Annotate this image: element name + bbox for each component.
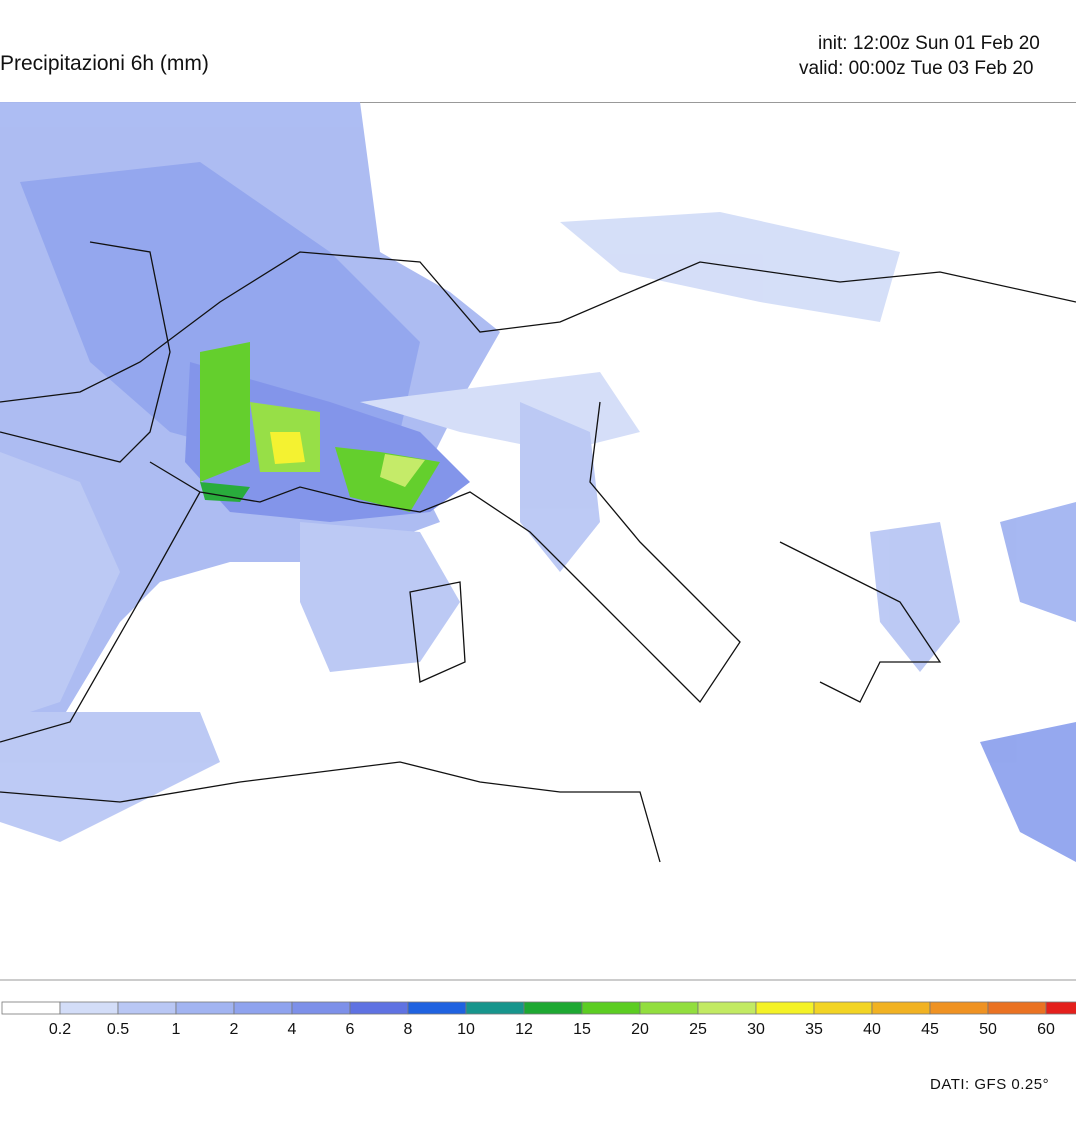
scale-label: 35	[805, 1021, 823, 1038]
color-bin	[291, 1001, 351, 1015]
init-time: init: 12:00z Sun 01 Feb 20	[818, 33, 1040, 54]
scale-label: 6	[346, 1021, 355, 1038]
scale-label: 50	[979, 1021, 997, 1038]
precipitation-field	[0, 102, 1076, 862]
color-bin	[233, 1001, 293, 1015]
color-bin	[175, 1001, 235, 1015]
color-bin	[1, 1001, 61, 1015]
color-bin	[755, 1001, 815, 1015]
scale-label: 4	[288, 1021, 297, 1038]
color-bin	[117, 1001, 177, 1015]
scale-label: 30	[747, 1021, 765, 1038]
scale-label: 2	[230, 1021, 239, 1038]
scale-label: 25	[689, 1021, 707, 1038]
valid-time: valid: 00:00z Tue 03 Feb 20	[799, 58, 1034, 79]
color-bin	[407, 1001, 467, 1015]
color-bin	[523, 1001, 583, 1015]
coastlines	[0, 241, 1076, 863]
scale-label: 1	[172, 1021, 181, 1038]
source: DATI: GFS 0.25°	[930, 1076, 1050, 1093]
color-scale: 0.2 0.5 1 2 4 6 8 10 12 15 20 25 30 35 40 45 50 60	[1, 1001, 1076, 1038]
color-bin	[929, 1001, 989, 1015]
color-bin	[349, 1001, 409, 1015]
color-bin	[639, 1001, 699, 1015]
color-bin	[871, 1001, 931, 1015]
color-bin	[465, 1001, 525, 1015]
color-bin	[59, 1001, 119, 1015]
color-bin	[813, 1001, 873, 1015]
color-bin	[697, 1001, 757, 1015]
scale-label: 0.5	[107, 1021, 129, 1038]
scale-label: 45	[921, 1021, 939, 1038]
scale-label: 40	[863, 1021, 881, 1038]
scale-label: 10	[457, 1021, 475, 1038]
color-bin	[581, 1001, 641, 1015]
color-bin	[1045, 1001, 1076, 1015]
title: Precipitazioni 6h (mm)	[0, 52, 209, 75]
scale-label: 20	[631, 1021, 649, 1038]
scale-label: 60	[1037, 1021, 1055, 1038]
scale-label: 15	[573, 1021, 591, 1038]
scale-label: 8	[404, 1021, 413, 1038]
scale-label: 12	[515, 1021, 533, 1038]
color-bin	[987, 1001, 1047, 1015]
map	[0, 102, 1076, 981]
scale-label: 0.2	[49, 1021, 71, 1038]
